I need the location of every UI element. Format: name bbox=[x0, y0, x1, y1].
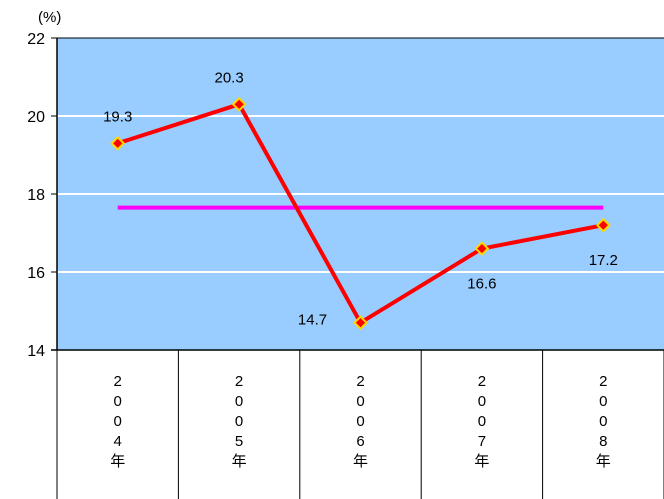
x-tick-char: 年 bbox=[474, 453, 489, 470]
x-tick-label: 2 0 0 4 年 bbox=[110, 373, 125, 470]
data-label: 14.7 bbox=[298, 312, 327, 329]
x-tick-char: 8 bbox=[599, 433, 607, 450]
y-tick-label: 22 bbox=[27, 31, 45, 48]
data-point bbox=[353, 315, 368, 331]
x-tick-char: 0 bbox=[235, 393, 243, 410]
category-table bbox=[56, 350, 664, 499]
x-tick-char: 0 bbox=[478, 393, 486, 410]
data-point bbox=[595, 217, 611, 233]
y-tick-label: 16 bbox=[27, 265, 45, 282]
data-label: 19.3 bbox=[103, 108, 132, 125]
x-tick-char: 4 bbox=[114, 433, 122, 450]
x-tick-char: 0 bbox=[114, 393, 122, 410]
x-tick-label: 2 0 0 8 年 bbox=[596, 373, 611, 470]
y-tick-label: 20 bbox=[27, 109, 45, 126]
x-tick-label: 2 0 0 5 年 bbox=[232, 373, 247, 470]
x-tick-char: 年 bbox=[232, 453, 247, 470]
x-tick-char: 0 bbox=[114, 413, 122, 430]
x-axis-labels: 2 0 0 4 年 2 0 0 5 年 2 0 0 6 年 2 0 0 7 年 2 0 0 8 年 bbox=[110, 373, 611, 470]
x-tick-char: 年 bbox=[353, 453, 368, 470]
data-point bbox=[474, 241, 490, 257]
x-tick-label: 2 0 0 7 年 bbox=[474, 373, 489, 470]
x-tick-char: 7 bbox=[478, 433, 486, 450]
x-tick-char: 5 bbox=[235, 433, 243, 450]
x-tick-char: 0 bbox=[599, 413, 607, 430]
data-label: 16.6 bbox=[467, 276, 496, 293]
x-tick-char: 0 bbox=[356, 393, 364, 410]
x-tick-char: 6 bbox=[356, 433, 364, 450]
x-tick-char: 0 bbox=[235, 413, 243, 430]
y-axis: 14 16 18 20 22 bbox=[27, 31, 664, 360]
data-point bbox=[110, 135, 126, 151]
x-tick-char: 2 bbox=[599, 373, 607, 390]
x-tick-char: 0 bbox=[478, 413, 486, 430]
data-label: 17.2 bbox=[589, 252, 618, 269]
y-tick-label: 18 bbox=[27, 187, 45, 204]
x-tick-char: 2 bbox=[235, 373, 243, 390]
x-tick-char: 2 bbox=[114, 373, 122, 390]
x-tick-char: 年 bbox=[110, 453, 125, 470]
data-labels: 19.3 20.3 14.7 16.6 17.2 bbox=[103, 69, 618, 328]
y-unit-label: (%) bbox=[38, 9, 61, 26]
x-tick-char: 2 bbox=[356, 373, 364, 390]
x-tick-char: 年 bbox=[596, 453, 611, 470]
y-tick-label: 14 bbox=[27, 343, 45, 360]
series-group bbox=[110, 96, 611, 331]
x-tick-char: 2 bbox=[478, 373, 486, 390]
grid-lines bbox=[57, 115, 664, 273]
x-tick-label: 2 0 0 6 年 bbox=[353, 373, 368, 470]
data-point bbox=[231, 96, 247, 112]
data-label: 20.3 bbox=[214, 69, 243, 86]
x-tick-char: 0 bbox=[599, 393, 607, 410]
x-tick-char: 0 bbox=[356, 413, 364, 430]
